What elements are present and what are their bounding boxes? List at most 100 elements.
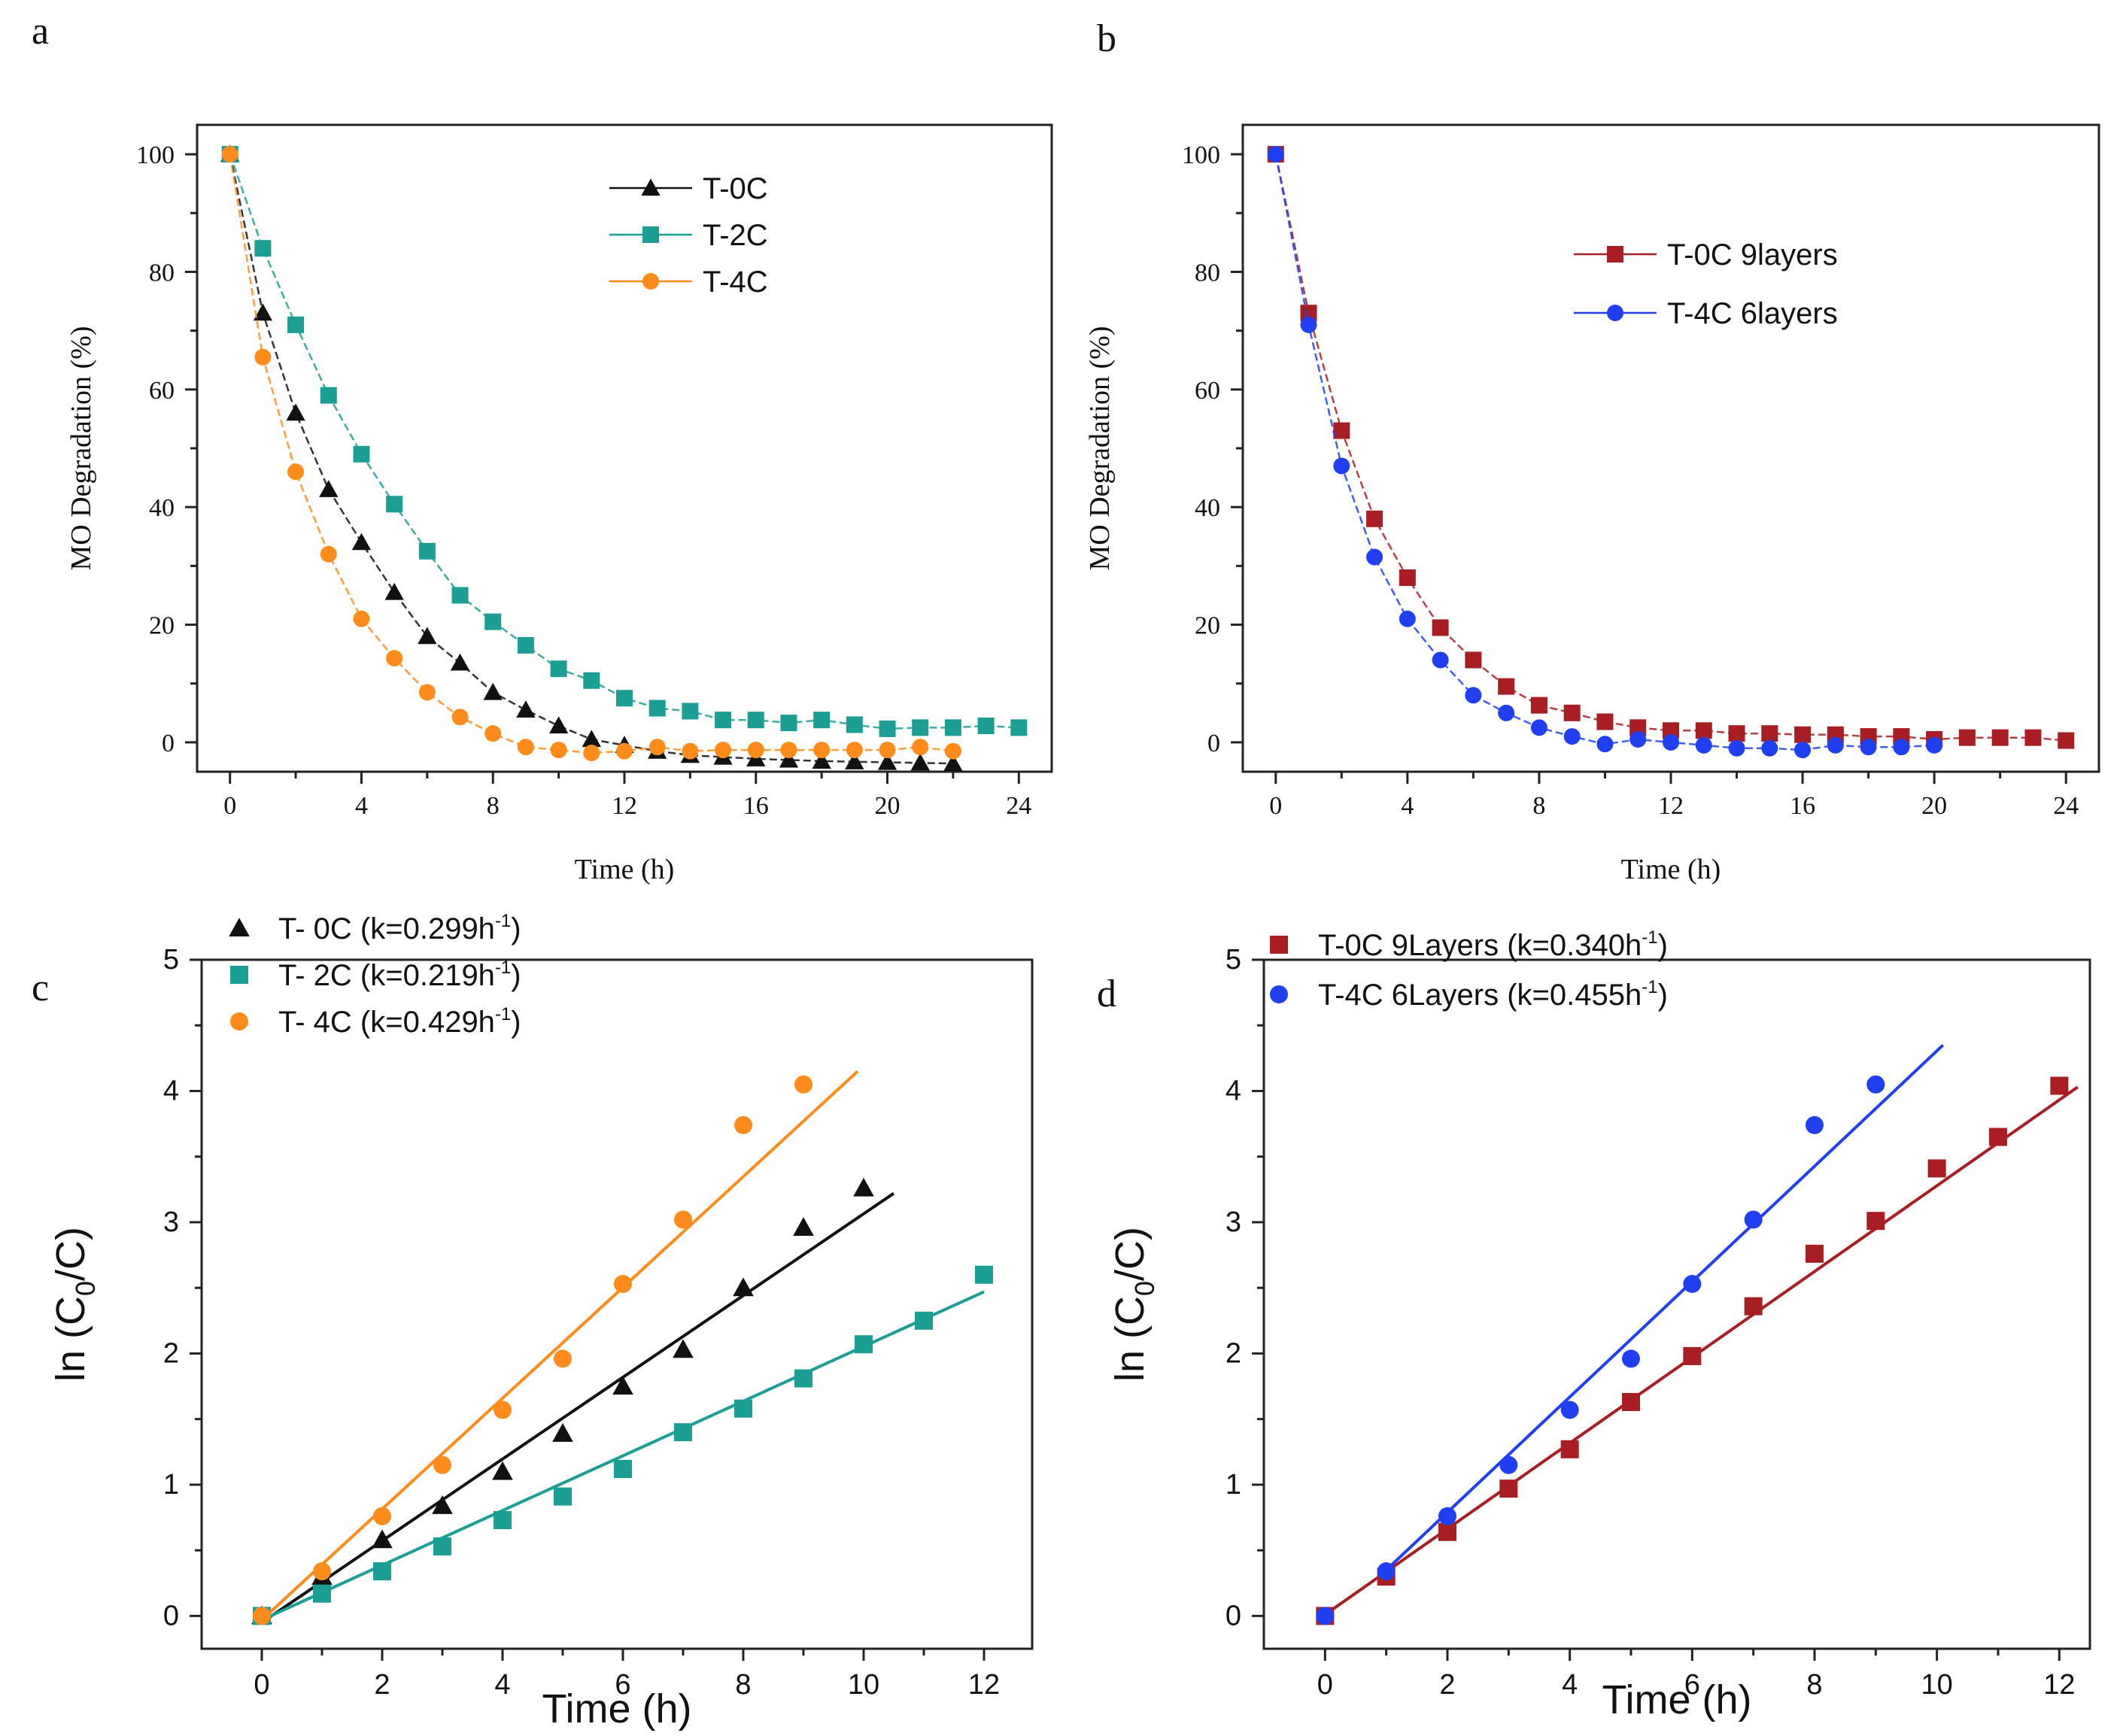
data-point [254,348,272,366]
data-point [418,684,436,701]
x-tick-label: 12 [1658,792,1684,820]
data-point [1498,704,1515,721]
data-point [484,613,502,630]
x-tick-label: 4 [494,1669,510,1701]
legend-label-end: ) [511,959,521,992]
data-point [484,725,502,742]
y-tick-label: 100 [1182,141,1220,169]
data-point [1827,736,1844,754]
data-point [450,653,470,671]
legend-marker [230,966,248,984]
x-tick-label: 0 [254,1669,269,1701]
data-point [353,445,370,463]
legend-label: T- 2C (k=0.219h-1) [278,958,521,992]
data-point [2058,732,2075,749]
data-point [1399,569,1416,586]
x-tick-label: 0 [223,792,236,820]
y-tick-label: 0 [163,1600,179,1631]
panel-letter-b: b [1097,17,1116,60]
data-point [517,636,534,654]
series-circle: T- 4C (k=0.429h-1) [230,1004,859,1625]
legend-marker [230,1012,248,1030]
y-axis-label-main: ln (C [1107,1296,1153,1382]
y-tick-label: 3 [1225,1206,1241,1238]
y-axis-label-end: /C) [1107,1227,1153,1281]
panel-a: 0 4 8 12 16 20 24 0 20 40 60 80 100 Time (h) MO Degrad… [65,123,1053,885]
data-point [780,715,797,732]
x-tick-label: 12 [2043,1669,2075,1701]
fit-line [261,1290,985,1622]
data-point [813,712,831,729]
plot-frame [1241,123,2100,773]
data-point [554,1487,572,1506]
data-point [1806,1244,1824,1263]
data-point [1499,1480,1518,1498]
x-tick-label: 2 [374,1669,390,1701]
x-tick-label: 0 [1317,1669,1333,1701]
data-point [780,742,797,759]
series-line [229,153,1019,730]
data-point [1438,1507,1456,1525]
data-point [682,703,699,720]
data-point [1989,1127,2007,1146]
data-point [879,720,896,737]
legend-label-text: T- 4C (k=0.429h [278,1006,495,1039]
data-point [813,742,831,759]
series-square: T-2C [221,146,1028,737]
data-point [648,700,666,717]
legend-label-text: T-0C 9Layers (k=0.340h [1318,929,1642,962]
y-tick-label: 2 [163,1337,179,1369]
legend-label-superscript: -1 [1642,927,1657,948]
data-point [418,542,436,560]
data-point [1438,1522,1456,1541]
data-point [855,1335,873,1354]
data-point [612,1376,633,1395]
x-tick-label: 20 [1921,792,1947,820]
series-square: T-0C 9layers [1267,146,2075,749]
data-point [1499,1455,1518,1474]
legend-label-end: ) [511,912,521,945]
data-point [1560,1440,1579,1458]
y-axis-label-subscript: 0 [1129,1281,1160,1296]
data-point [915,1311,933,1330]
fit-line [1324,1085,2079,1616]
data-point [372,1529,393,1549]
data-point [1866,1075,1885,1094]
plot-frame [196,123,1053,773]
data-point [373,1562,391,1581]
y-tick-label: 1 [1225,1469,1241,1501]
data-point [320,545,337,563]
data-point [451,709,469,726]
panel-letter-d: d [1097,973,1116,1015]
data-point [517,739,534,756]
x-tick-label: 10 [1921,1669,1953,1701]
data-point [794,1075,812,1094]
legend-label: T-2C [703,219,768,252]
data-point [1860,739,1877,756]
data-point [1563,728,1581,745]
x-tick-label: 4 [1401,792,1414,820]
data-point [1465,687,1482,704]
data-point [734,1399,752,1418]
data-point [1683,1274,1702,1293]
x-tick-label: 0 [1269,792,1282,820]
data-point [1010,719,1028,736]
data-point [286,403,305,421]
data-point [386,650,403,667]
data-point [1794,726,1812,743]
data-point [1563,704,1581,721]
legend-label: T-0C 9Layers (k=0.340h-1) [1318,927,1668,962]
data-point [944,742,961,760]
x-tick-label: 6 [615,1669,630,1701]
y-axis-label-end: /C) [48,1227,93,1281]
data-point [715,712,732,729]
y-tick-label: 0 [1207,730,1220,757]
y-axis-label: ln (C0/C) [48,1227,101,1382]
data-point [253,1607,271,1625]
data-point [1622,1349,1640,1368]
data-point [433,1455,451,1474]
data-point [451,587,469,604]
legend-label: T-0C [703,172,768,205]
